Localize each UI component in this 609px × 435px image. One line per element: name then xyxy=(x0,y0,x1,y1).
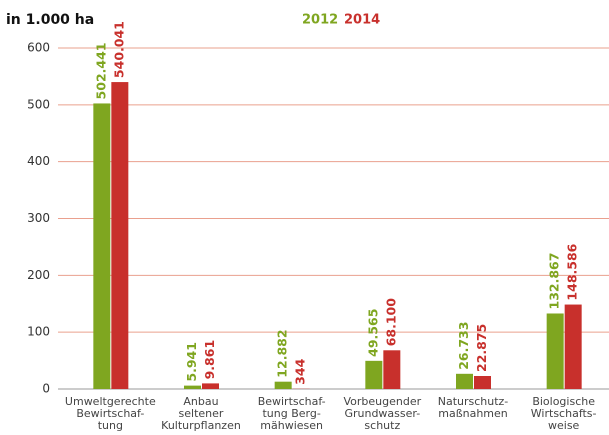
value-label: 5.941 xyxy=(184,342,199,382)
bar xyxy=(383,350,401,389)
y-tick-label: 500 xyxy=(27,97,50,111)
value-label: 22.875 xyxy=(474,324,489,372)
value-label: 540.041 xyxy=(111,21,126,78)
x-tick-label: Vorbeugender xyxy=(344,395,422,408)
x-tick-label: Bewirtschaf- xyxy=(258,395,326,408)
x-tick-label: Anbau xyxy=(183,395,218,408)
bar xyxy=(93,103,111,389)
x-tick-label: Kulturpflanzen xyxy=(161,419,241,432)
bar xyxy=(184,385,201,389)
y-tick-label: 400 xyxy=(27,154,50,168)
bar xyxy=(564,304,582,389)
x-tick-label: schutz xyxy=(364,419,400,432)
x-tick-label: tung xyxy=(98,419,123,432)
x-tick-label: Grundwasser- xyxy=(344,407,420,420)
x-tick-label: Bewirtschaf- xyxy=(76,407,144,420)
bar xyxy=(365,360,383,389)
x-tick-label: mähwiesen xyxy=(260,419,323,432)
y-tick-label: 100 xyxy=(27,325,50,339)
x-tick-label: seltener xyxy=(179,407,224,420)
x-tick-label: Naturschutz- xyxy=(438,395,509,408)
x-tick-label: weise xyxy=(548,419,580,432)
bar xyxy=(274,381,292,389)
x-tick-label: Wirtschafts- xyxy=(531,407,597,420)
bar xyxy=(202,383,219,389)
legend-label: 2014 xyxy=(344,13,380,28)
y-tick-label: 0 xyxy=(42,382,50,396)
value-label: 132.867 xyxy=(547,253,562,310)
x-tick-label: Biologische xyxy=(532,395,595,408)
y-tick-label: 200 xyxy=(27,268,50,282)
legend-label: 2012 xyxy=(302,13,338,28)
value-label: 12.882 xyxy=(275,329,290,377)
bar xyxy=(456,373,473,389)
y-tick-label: 300 xyxy=(27,211,50,225)
bar xyxy=(474,375,491,389)
value-label: 49.565 xyxy=(365,309,380,357)
value-label: 9.861 xyxy=(202,340,217,380)
value-label: 68.100 xyxy=(383,298,398,347)
value-label: 344 xyxy=(293,358,308,384)
value-label: 502.441 xyxy=(93,43,108,100)
chart-title: in 1.000 ha xyxy=(6,12,94,28)
bar xyxy=(546,313,564,389)
value-label: 26.733 xyxy=(456,322,471,370)
x-tick-label: maßnahmen xyxy=(438,407,508,420)
x-tick-label: tung Berg- xyxy=(262,407,320,420)
bar xyxy=(111,82,129,390)
x-tick-label: Umweltgerechte xyxy=(65,395,156,408)
value-label: 148.586 xyxy=(565,243,580,300)
y-tick-label: 600 xyxy=(27,41,50,55)
